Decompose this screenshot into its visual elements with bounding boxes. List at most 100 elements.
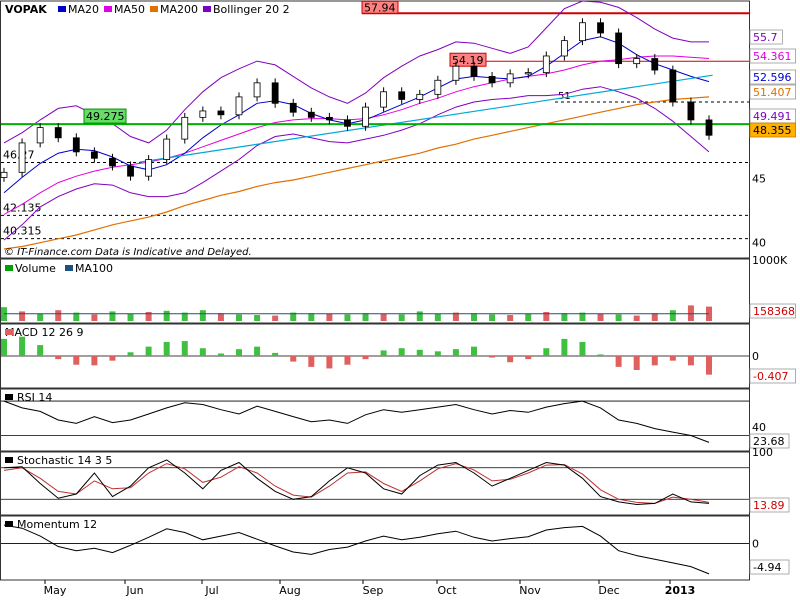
ma200-line [3,96,710,250]
macd-bar [380,350,387,356]
momentum-title: Momentum 12 [17,518,97,531]
candle-body [651,58,659,71]
macd-bar [651,356,658,366]
price-tag-1: 54.361 [749,48,796,64]
price-tag-2-text: 52.596 [753,71,792,84]
macd-bar [163,342,170,356]
candle-body [416,93,424,100]
volume-bar [290,312,297,321]
macd-bar [326,356,333,369]
volume-bar [272,315,279,321]
candle-body [597,22,604,34]
price-tag-4-text: 49.491 [753,110,792,123]
macd-tag-text: -0.407 [753,370,788,383]
stoch-top-label: 100 [752,446,773,459]
support-label-box [83,108,127,124]
ma20-line [3,36,710,194]
volume-bar [236,314,242,321]
rsi-swatch [5,394,13,400]
macd-bar [272,352,279,356]
legend-swatch-1 [104,6,112,12]
volume-bar [507,315,514,321]
macd-bar [507,356,514,363]
momentum-tag: -4.94 [749,559,790,575]
macd-bar [615,356,622,367]
rsi-panel [0,388,750,452]
support-label: 49.275 [86,110,125,123]
price-tag-1-box [749,48,796,64]
price-tag-5: 48.355 [749,122,796,138]
price-ytick-0: 40 [752,237,766,250]
month-label-3: Aug [279,584,300,597]
volume-bar [308,313,315,321]
macd-bar [434,351,441,356]
momentum-tag-box [749,559,790,575]
price-tag-0-box [749,29,783,45]
price-tag-5-box [749,122,796,138]
legend-swatch-1 [65,265,73,271]
volume-bar [687,305,694,321]
volume-bar [597,313,604,321]
candle-body [452,65,460,81]
stoch-title: Stochastic 14 3 5 [17,454,112,467]
candle-body [109,157,116,167]
volume-bar [669,310,676,321]
candle-body [470,65,478,77]
candle-body [127,165,134,177]
candle-body [398,91,406,100]
trendline [139,74,713,163]
dashed-level-label-3: 40.315 [3,225,42,238]
macd-bar [308,356,315,367]
candle-body [325,116,333,121]
volume-bar [543,312,550,321]
volume-bar [181,312,188,321]
macd-bar [254,346,261,356]
volume-bar [561,313,568,321]
candle-body [687,101,695,121]
candle-body [362,106,369,127]
price-tag-0-text: 55.7 [753,31,778,44]
month-label-5: Oct [437,584,457,597]
candle-body [633,58,641,65]
macd-bar [73,356,80,365]
candle-body [560,40,568,57]
macd-bar [543,348,550,356]
price-tag-2-box [749,69,796,85]
legend-label-1: MA50 [114,3,145,16]
macd-bar [633,356,640,370]
legend-label-0: MA20 [68,3,99,16]
macd-tag-box [749,368,796,384]
macd-bar [362,356,369,360]
macd-swatch [5,329,13,335]
volume-bar [525,313,532,321]
macd-bar [1,338,7,356]
price-panel [0,0,750,259]
volume-bar [434,313,441,321]
mid-resistance-label-box [449,52,487,67]
macd-bar [217,353,224,356]
volume-bar [416,311,423,321]
volume-bar [127,313,134,321]
volume-bar [37,313,44,321]
volume-bar [217,313,224,321]
macd-bar [452,349,459,356]
candle-body [289,102,297,113]
legend-swatch-0 [58,6,66,12]
stoch-k-line [3,459,710,506]
candle-body [18,142,26,173]
macd-histogram [1,336,712,375]
candle-body [524,72,532,75]
macd-bar [416,349,423,356]
candle-body [145,159,153,177]
candle-body [705,119,713,136]
macd-tag: -0.407 [749,368,796,384]
candle-body [380,91,388,108]
macd-bar [37,345,44,356]
candle-body [0,171,8,178]
volume-bar [55,310,62,321]
candle-body [253,82,261,98]
macd-bar [127,352,134,356]
momentum-line [3,524,710,575]
dashed-level-51-label: 51 [558,91,571,102]
volume-bar [579,312,586,321]
